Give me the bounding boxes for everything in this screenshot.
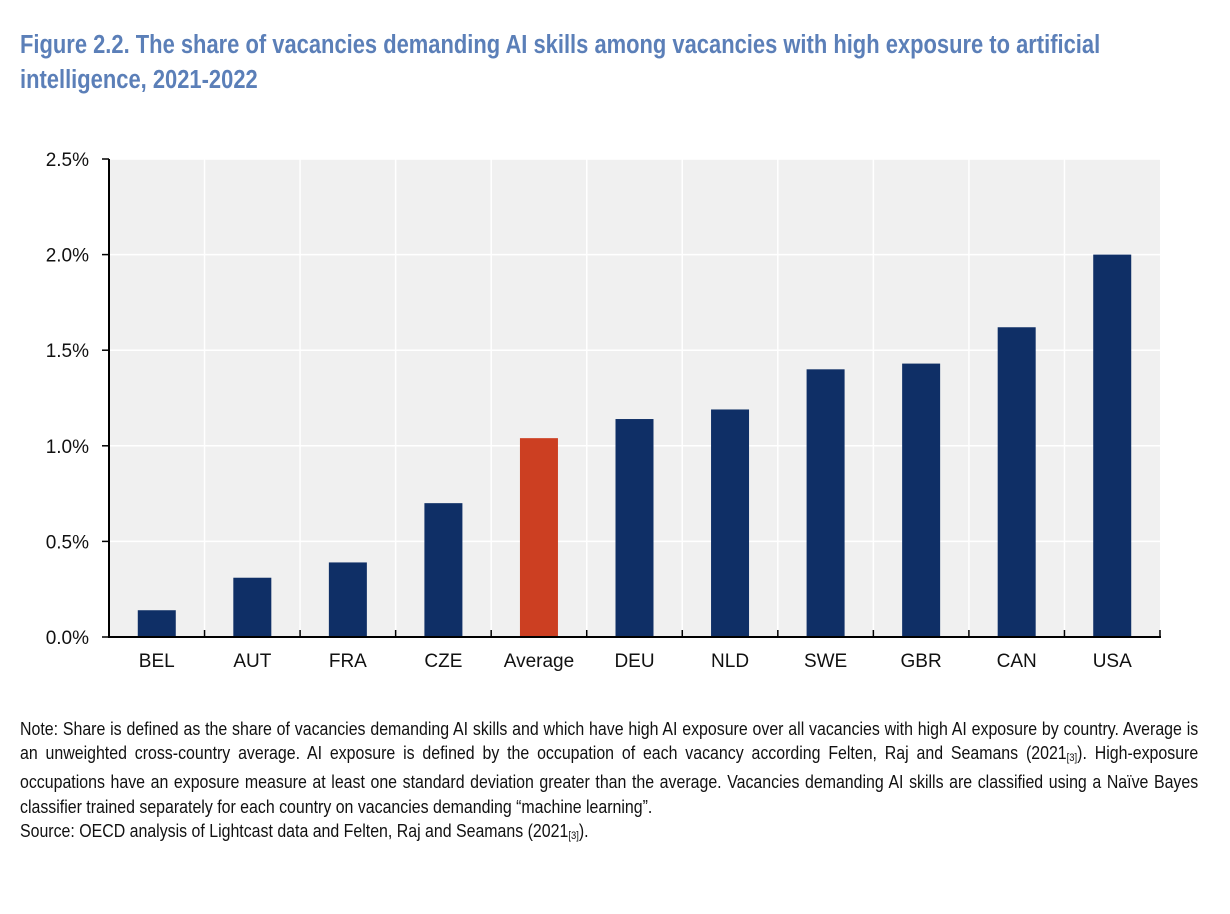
y-tick-labels: 0.0% 0.5% 1.0% 1.5% 2.0% 2.5% — [46, 150, 89, 649]
y-tick-label: 1.0% — [46, 437, 89, 458]
x-tick-label: SWE — [804, 651, 847, 672]
bar-cze — [424, 503, 463, 637]
note-paragraph: Note: Share is defined as the share of v… — [20, 717, 1198, 819]
x-tick-label: AUT — [233, 651, 271, 672]
y-tick-label: 2.5% — [46, 150, 89, 171]
bar-swe — [806, 369, 845, 637]
x-tick-label: Average — [504, 651, 574, 672]
y-tick-label: 2.0% — [46, 246, 89, 267]
bar-aut — [233, 577, 272, 637]
x-tick-label: DEU — [614, 651, 654, 672]
x-tick-label: CAN — [997, 651, 1037, 672]
x-tick-label: GBR — [901, 651, 942, 672]
bar-nld — [711, 409, 750, 637]
y-tick-label: 0.0% — [46, 628, 89, 649]
y-tick-label: 0.5% — [46, 532, 89, 553]
bar-fra — [328, 562, 367, 637]
bar-bel — [137, 610, 176, 637]
figure-title: Figure 2.2. The share of vacancies deman… — [20, 31, 1101, 94]
bar-chart: 0.0% 0.5% 1.0% 1.5% 2.0% 2.5% BEL AUT FRA CZE Ave… — [46, 150, 1161, 672]
note-text: Note: Share is defined as the share of v… — [20, 718, 1199, 764]
source-paragraph: Source: OECD analysis of Lightcast data … — [20, 819, 1198, 848]
bar-average — [519, 438, 558, 637]
x-tick-label: CZE — [424, 651, 462, 672]
bars — [137, 254, 1132, 637]
source-text: Source: OECD analysis of Lightcast data … — [20, 819, 569, 841]
source-reference: [3] — [568, 829, 579, 842]
x-tick-label: USA — [1093, 651, 1132, 672]
x-tick-label: FRA — [329, 651, 367, 672]
note-reference: [3] — [1066, 752, 1078, 765]
x-tick-labels: BEL AUT FRA CZE Average DEU NLD SWE GBR CAN USA — [139, 651, 1132, 672]
note-text-continued: ). High-exposure occupations have an exp… — [20, 742, 1199, 817]
figure-notes: Note: Share is defined as the share of v… — [20, 717, 1198, 848]
source-text-tail: ). — [578, 819, 589, 841]
y-tick-label: 1.5% — [46, 341, 89, 362]
bar-usa — [1093, 254, 1132, 637]
x-tick-label: NLD — [711, 651, 749, 672]
bar-can — [997, 327, 1036, 637]
x-tick-label: BEL — [139, 651, 175, 672]
bar-deu — [615, 419, 654, 637]
bar-gbr — [902, 363, 941, 637]
axes — [102, 158, 1161, 638]
